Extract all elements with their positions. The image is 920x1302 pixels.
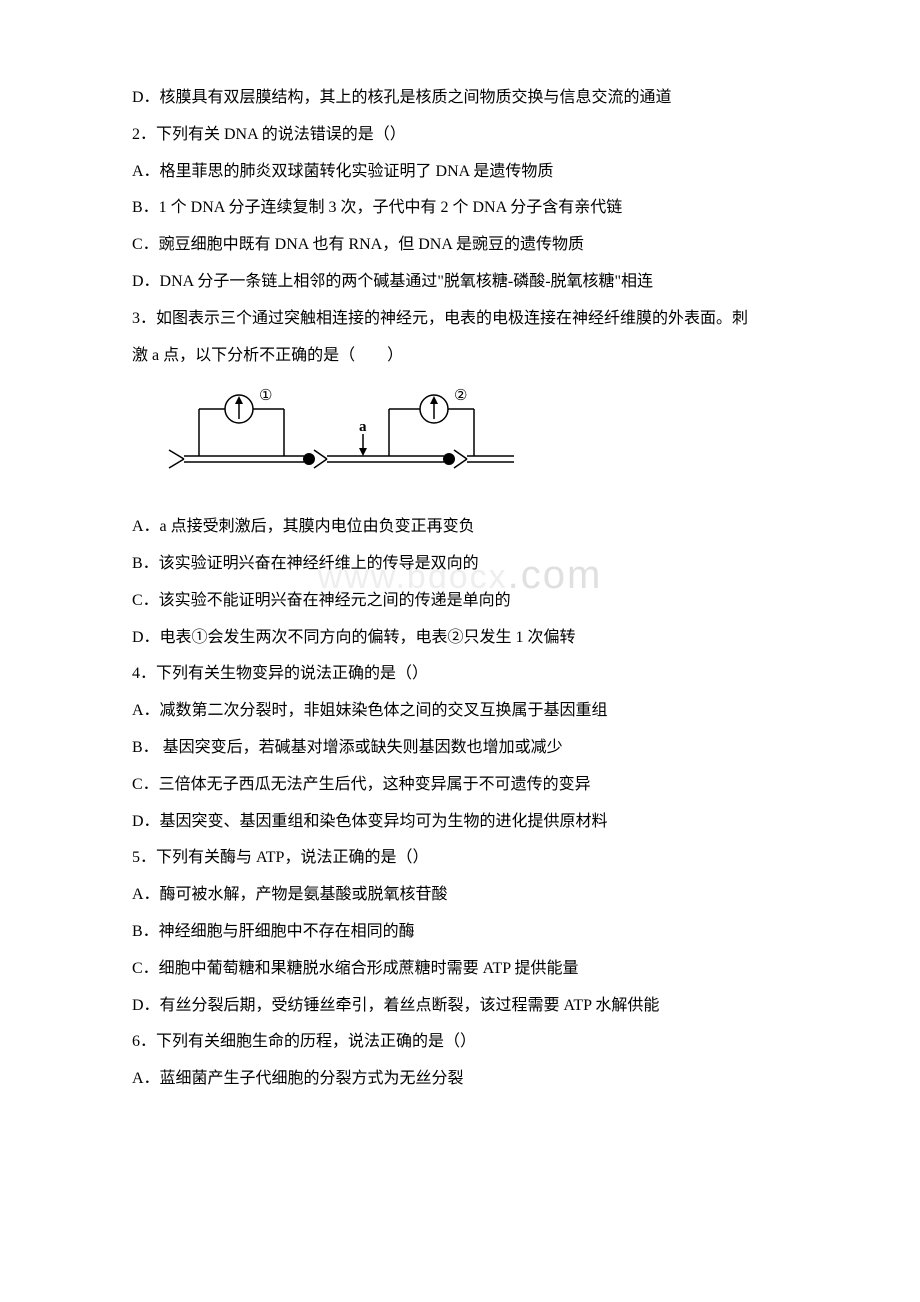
n1-tail-bot [169,459,184,468]
meter-right-arrow [430,396,438,404]
q2-stem: 2．下列有关 DNA 的说法错误的是（） [100,117,820,154]
q3-option-d: D．电表①会发生两次不同方向的偏转，电表②只发生 1 次偏转 [100,620,820,657]
stimulus-arrow-head [359,448,367,456]
n2-tail-bot [314,459,327,468]
q4-option-b: B． 基因突变后，若碱基对增添或缺失则基因数也增加或减少 [100,730,820,767]
q1-option-d: D．核膜具有双层膜结构，其上的核孔是核质之间物质交换与信息交流的通道 [100,80,820,117]
q4-option-c: C．三倍体无子西瓜无法产生后代，这种变异属于不可遗传的变异 [100,767,820,804]
q4-option-d: D．基因突变、基因重组和染色体变异均可为生物的进化提供原材料 [100,804,820,841]
q2-option-c: C．豌豆细胞中既有 DNA 也有 RNA，但 DNA 是豌豆的遗传物质 [100,227,820,264]
q3-option-c: C．该实验不能证明兴奋在神经元之间的传递是单向的 [100,583,820,620]
q3-stem-line1: 3．如图表示三个通过突触相连接的神经元，电表的电极连接在神经纤维膜的外表面。刺 [100,301,820,338]
n1-terminal [303,453,315,465]
q3-stem-text-1: 3．如图表示三个通过突触相连接的神经元，电表的电极连接在神经纤维膜的外表面。刺 [132,310,748,327]
q6-stem: 6．下列有关细胞生命的历程，说法正确的是（） [100,1024,820,1061]
q5-stem: 5．下列有关酶与 ATP，说法正确的是（） [100,840,820,877]
q2-option-a: A．格里菲思的肺炎双球菌转化实验证明了 DNA 是遗传物质 [100,154,820,191]
q2-option-d: D．DNA 分子一条链上相邻的两个碱基通过"脱氧核糖-磷酸-脱氧核糖"相连 [100,264,820,301]
meter-left-label: ① [259,388,272,404]
q5-option-a: A．酶可被水解，产物是氨基酸或脱氧核苷酸 [100,877,820,914]
stimulus-label: a [359,419,367,435]
q4-option-a: A．减数第二次分裂时，非姐妹染色体之间的交叉互换属于基因重组 [100,693,820,730]
q5-option-b: B．神经细胞与肝细胞中不存在相同的酶 [100,914,820,951]
q5-option-d: D．有丝分裂后期，受纺锤丝牵引，着丝点断裂，该过程需要 ATP 水解供能 [100,988,820,1025]
q5-option-c: C．细胞中葡萄糖和果糖脱水缩合形成蔗糖时需要 ATP 提供能量 [100,951,820,988]
n2-tail-top [314,450,327,459]
n1-tail-top [169,450,184,459]
q3-stem-line2: 激 a 点，以下分析不正确的是（ ） [100,338,820,375]
n2-terminal [443,453,455,465]
q4-stem: 4．下列有关生物变异的说法正确的是（） [100,656,820,693]
meter-right-label: ② [454,388,467,404]
n3-tail-bot [454,459,467,468]
meter-left-arrow [235,396,243,404]
n3-tail-top [454,450,467,459]
neuron-diagram: ① ② a [164,384,820,499]
q3-option-b: B．该实验证明兴奋在神经纤维上的传导是双向的 [100,546,820,583]
q2-option-b: B．1 个 DNA 分子连续复制 3 次，子代中有 2 个 DNA 分子含有亲代… [100,190,820,227]
q6-option-a: A．蓝细菌产生子代细胞的分裂方式为无丝分裂 [100,1061,820,1098]
neuron-diagram-svg: ① ② a [164,384,524,484]
q3-option-a: A．a 点接受刺激后，其膜内电位由负变正再变负 [100,509,820,546]
